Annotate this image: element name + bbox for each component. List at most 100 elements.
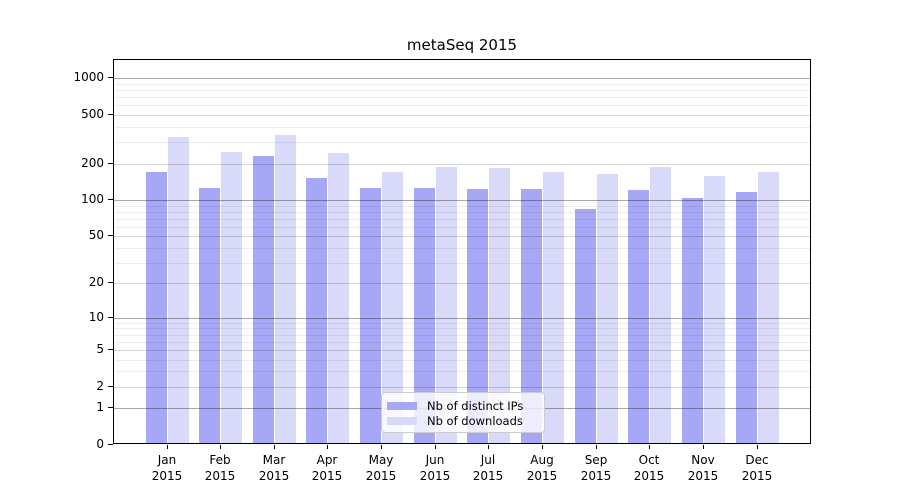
x-tick-mark xyxy=(488,445,489,449)
y-tick-mark xyxy=(108,114,113,115)
x-tick-mark xyxy=(542,445,543,449)
bar-distinct-ips xyxy=(360,188,382,443)
plot-area xyxy=(113,59,811,444)
x-tick-mark xyxy=(381,445,382,449)
x-tick-mark xyxy=(167,445,168,449)
x-tick-label: Jul 2015 xyxy=(472,453,504,483)
gridline-minor xyxy=(114,218,810,220)
bar-distinct-ips xyxy=(628,190,650,443)
gridline-major xyxy=(114,283,810,285)
y-tick-mark xyxy=(108,349,113,350)
gridline-minor xyxy=(114,205,810,207)
bar-downloads xyxy=(704,176,725,443)
gridline-minor xyxy=(114,142,810,144)
gridline-minor xyxy=(114,211,810,213)
chart-title: metaSeq 2015 xyxy=(406,36,518,54)
y-tick-mark xyxy=(108,282,113,283)
x-tick-label: Dec 2015 xyxy=(741,453,773,483)
y-tick-mark xyxy=(108,163,113,164)
legend-swatch-distinct-ips xyxy=(387,401,417,410)
x-tick-mark xyxy=(274,445,275,449)
x-tick-label: Mar 2015 xyxy=(258,453,290,483)
gridline-minor xyxy=(114,341,810,343)
y-tick-label: 1 xyxy=(96,400,104,414)
bar-downloads xyxy=(221,151,243,443)
bar-downloads xyxy=(489,168,511,443)
gridline-minor xyxy=(114,328,810,330)
y-tick-label: 50 xyxy=(88,228,104,242)
x-tick-mark xyxy=(649,445,650,449)
bar-downloads xyxy=(328,153,350,443)
x-tick-mark xyxy=(435,445,436,449)
x-tick-label: Nov 2015 xyxy=(687,453,719,483)
gridline-minor xyxy=(114,105,810,107)
gridline-major xyxy=(114,349,810,351)
x-tick-label: May 2015 xyxy=(365,453,397,483)
y-tick-mark xyxy=(108,199,113,200)
x-tick-mark xyxy=(327,445,328,449)
gridline-major xyxy=(114,386,810,388)
y-tick-label: 2 xyxy=(96,379,104,393)
bar-distinct-ips xyxy=(682,198,703,443)
y-tick-mark xyxy=(108,235,113,236)
legend-swatch-downloads xyxy=(387,416,417,425)
legend-label-downloads: Nb of downloads xyxy=(427,413,523,428)
bar-distinct-ips xyxy=(145,171,167,443)
bar-downloads xyxy=(167,137,189,443)
x-tick-label: Aug 2015 xyxy=(526,453,558,483)
y-tick-label: 10 xyxy=(88,310,104,324)
bar-downloads xyxy=(543,172,565,443)
bar-distinct-ips xyxy=(735,192,757,443)
gridline-decade xyxy=(114,200,810,202)
bar-distinct-ips xyxy=(199,187,221,443)
y-tick-label: 100 xyxy=(81,192,104,206)
gridline-major xyxy=(114,115,810,117)
bar-downloads xyxy=(596,174,618,443)
gridline-minor xyxy=(114,126,810,128)
y-tick-label: 500 xyxy=(81,107,104,121)
y-tick-label: 0 xyxy=(96,437,104,451)
x-tick-mark xyxy=(703,445,704,449)
y-tick-label: 20 xyxy=(88,275,104,289)
legend: Nb of distinct IPs Nb of downloads xyxy=(381,392,545,433)
x-tick-label: Jun 2015 xyxy=(419,453,451,483)
x-tick-mark xyxy=(596,445,597,449)
y-tick-mark xyxy=(108,77,113,78)
gridline-minor xyxy=(114,90,810,92)
bar-distinct-ips xyxy=(413,187,435,443)
gridline-minor xyxy=(114,322,810,324)
y-tick-mark xyxy=(108,386,113,387)
y-tick-mark xyxy=(108,407,113,408)
x-tick-mark xyxy=(220,445,221,449)
bar-downloads xyxy=(650,166,672,443)
bar-distinct-ips xyxy=(306,178,328,443)
gridline-minor xyxy=(114,247,810,249)
legend-label-distinct-ips: Nb of distinct IPs xyxy=(427,398,524,413)
y-tick-label: 5 xyxy=(96,342,104,356)
x-tick-label: Jan 2015 xyxy=(151,453,183,483)
x-tick-mark xyxy=(757,445,758,449)
gridline-decade xyxy=(114,317,810,319)
y-tick-mark xyxy=(108,444,113,445)
gridline-minor xyxy=(114,83,810,85)
bar-downloads xyxy=(382,171,404,443)
bar-distinct-ips xyxy=(467,188,489,443)
gridline-minor xyxy=(114,359,810,361)
gridline-minor xyxy=(114,334,810,336)
legend-row-distinct-ips: Nb of distinct IPs xyxy=(387,398,538,413)
x-tick-label: Sep 2015 xyxy=(580,453,612,483)
bar-distinct-ips xyxy=(574,208,596,443)
x-tick-label: Apr 2015 xyxy=(311,453,343,483)
bar-downloads xyxy=(274,134,296,443)
gridline-minor xyxy=(114,371,810,373)
x-tick-label: Feb 2015 xyxy=(204,453,236,483)
gridline-minor xyxy=(114,262,810,264)
y-tick-label: 200 xyxy=(81,156,104,170)
gridline-minor xyxy=(114,226,810,228)
bar-downloads xyxy=(435,166,457,443)
gridline-decade xyxy=(114,78,810,80)
y-tick-mark xyxy=(108,317,113,318)
gridline-minor xyxy=(114,97,810,99)
bar-distinct-ips xyxy=(252,156,274,443)
